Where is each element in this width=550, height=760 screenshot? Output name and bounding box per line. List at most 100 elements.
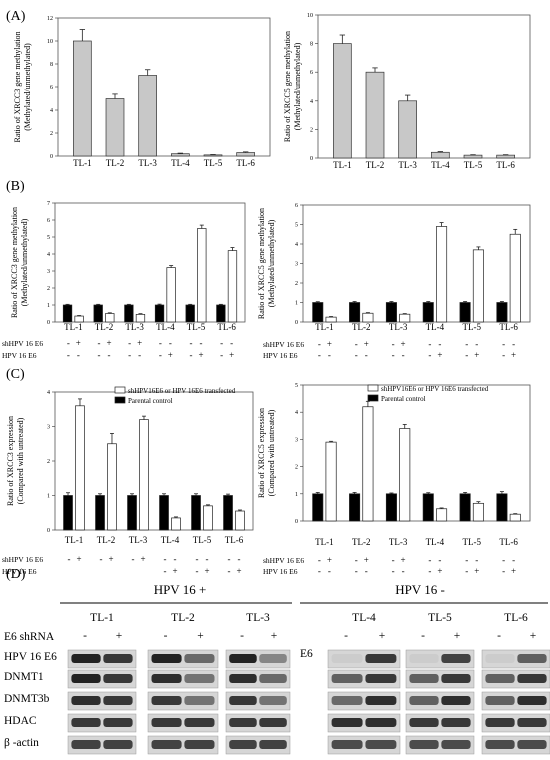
y-tick-label: 2 <box>50 131 53 137</box>
sign-sh: + <box>364 555 369 565</box>
y-axis-label: Ratio of XRCC5 expression <box>257 408 266 498</box>
y-tick-label: 10 <box>307 13 313 19</box>
bar-control <box>422 302 434 323</box>
category-label: TL-2 <box>352 537 371 547</box>
sign-sh: - <box>230 338 233 348</box>
bar <box>72 40 92 157</box>
y-axis-label-units: (Methylated/unmethylated) <box>23 43 32 131</box>
sign-row-label-sh: shHPV 16 E6 <box>2 339 43 348</box>
category-label: TL-4 <box>161 535 180 545</box>
sign-sh: + <box>137 338 142 348</box>
sign-sh: + <box>76 338 81 348</box>
hpv-neg-band <box>485 740 515 749</box>
cell-line-label: TL-4 <box>352 612 376 624</box>
bar-control <box>312 493 324 522</box>
sign-sh: + <box>106 338 111 348</box>
hpv-neg-band <box>441 696 471 705</box>
category-label: TL-4 <box>171 158 190 168</box>
sign-row-label-hpv: HPV 16 E6 <box>2 351 37 360</box>
bar-treated <box>227 250 238 323</box>
bar-control <box>459 302 471 323</box>
hpv-pos-band <box>229 718 257 727</box>
hpv-neg-band <box>517 654 547 663</box>
y-tick-label: 5 <box>295 383 298 389</box>
category-label: TL-5 <box>464 160 483 170</box>
bar-treated <box>197 228 207 323</box>
category-label: TL-1 <box>315 322 334 332</box>
y-tick-label: 1 <box>47 303 50 309</box>
hpv-pos-band <box>259 740 287 749</box>
sign-sh: - <box>100 554 103 564</box>
y-tick-label: 3 <box>47 269 50 275</box>
sign-row-label-hpv: HPV 16 E6 <box>263 567 298 576</box>
hpv-pos-band <box>151 718 182 727</box>
hpv-pos-band <box>259 674 287 683</box>
hpv-neg-band <box>441 740 471 749</box>
sign-row-label-hpv: HPV 16 E6 <box>263 351 298 360</box>
sign-sh: - <box>206 554 209 564</box>
category-label: TL-1 <box>64 322 83 332</box>
chart-b-right: 0 1 2 3 4 5 6 Ratio of XRCC5 gene methylation (M… <box>257 203 531 360</box>
bar-control <box>496 302 508 323</box>
category-label: TL-2 <box>95 322 114 332</box>
y-tick-label: 10 <box>47 39 53 45</box>
hpv-neg-band <box>409 654 439 663</box>
sign-sh: - <box>98 338 101 348</box>
sign-hpv: - <box>365 350 368 360</box>
treat-plus: + <box>454 630 461 642</box>
sign-sh: - <box>196 554 199 564</box>
sign-sh: - <box>512 339 515 349</box>
sign-sh: + <box>327 339 332 349</box>
bar-control <box>496 493 508 522</box>
category-label: TL-3 <box>125 322 144 332</box>
y-tick-label: 4 <box>50 108 53 114</box>
sign-sh: - <box>318 339 321 349</box>
hpv-neg-band <box>517 740 547 749</box>
hpv-pos-band <box>259 654 287 663</box>
bar <box>203 154 223 157</box>
panel-label-b: (B) <box>6 179 25 194</box>
e6-label: E6 <box>300 648 313 660</box>
category-label: TL-2 <box>106 158 125 168</box>
hpv-pos-band <box>229 740 257 749</box>
hpv-neg-band <box>441 674 471 683</box>
category-label: TL-6 <box>217 322 236 332</box>
category-label: TL-3 <box>389 537 408 547</box>
y-axis-label-units: (Methylated/unmethylated) <box>293 42 302 130</box>
category-label: TL-5 <box>463 322 482 332</box>
hpv-pos-band <box>71 654 101 663</box>
sign-sh: - <box>428 339 431 349</box>
sign-sh: - <box>228 554 231 564</box>
bar <box>365 71 385 159</box>
sign-sh: - <box>174 554 177 564</box>
legend-swatch-control <box>114 396 126 404</box>
hpv-neg-band <box>517 696 547 705</box>
hpv-pos-band <box>229 674 257 683</box>
category-label: TL-1 <box>315 537 334 547</box>
sign-hpv: - <box>164 566 167 576</box>
bar-control <box>124 304 134 323</box>
plot-frame <box>317 14 531 159</box>
chart-a-right: 0 2 4 6 8 10 Ratio of XRCC5 gene methylation (M… <box>283 13 531 170</box>
y-tick-label: 2 <box>310 127 313 133</box>
bar-control <box>312 302 324 323</box>
sign-hpv: - <box>428 350 431 360</box>
sign-sh: + <box>401 555 406 565</box>
hpv-neg-band <box>517 718 547 727</box>
hpv-pos-band <box>71 674 101 683</box>
bar-control <box>349 493 361 522</box>
bar-treated <box>509 233 521 323</box>
bar-control <box>459 493 471 522</box>
sign-hpv: - <box>318 350 321 360</box>
y-axis-label: Ratio of XRCC5 gene methylation <box>283 31 292 142</box>
y-axis-label-units: (Compared with untreated) <box>16 417 25 504</box>
sign-sh: - <box>238 554 241 564</box>
treat-minus: - <box>240 630 244 642</box>
bar-treated <box>139 419 149 531</box>
sign-sh: - <box>200 338 203 348</box>
hpv-neg-band <box>331 674 363 683</box>
bar-treated <box>107 443 117 531</box>
blot-row-label: DNMT1 <box>4 671 44 683</box>
sign-sh: - <box>465 339 468 349</box>
